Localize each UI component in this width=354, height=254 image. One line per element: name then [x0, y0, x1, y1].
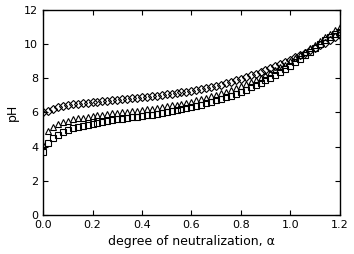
X-axis label: degree of neutralization, α: degree of neutralization, α	[108, 235, 275, 248]
Y-axis label: pH: pH	[6, 104, 18, 121]
